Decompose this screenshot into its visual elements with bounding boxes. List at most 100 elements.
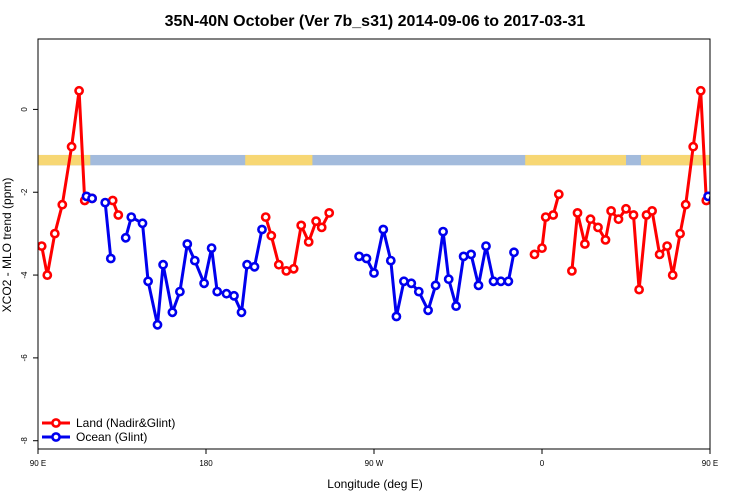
chart-title: 35N-40N October (Ver 7b_s31) 2014-09-06 … — [165, 13, 586, 30]
data-point — [628, 210, 639, 220]
series-line — [727, 203, 733, 259]
data-point — [120, 232, 131, 243]
data-point — [152, 319, 163, 330]
data-point — [324, 207, 335, 218]
data-point — [378, 224, 389, 235]
data-point — [585, 214, 596, 225]
data-point — [229, 290, 239, 301]
data-point — [729, 255, 736, 262]
data-point — [413, 286, 424, 297]
data-point — [311, 216, 321, 227]
legend-label: Ocean (Glint) — [76, 430, 147, 444]
data-point — [509, 247, 519, 258]
data-point — [548, 210, 559, 220]
data-point — [473, 280, 484, 291]
data-point — [105, 253, 116, 264]
x-tick-label: 180 — [199, 459, 213, 468]
land-ocean-band — [38, 154, 710, 166]
data-point — [458, 251, 469, 262]
data-point — [540, 212, 551, 222]
data-point — [273, 259, 284, 270]
data-point — [744, 234, 750, 241]
data-point — [572, 207, 583, 218]
data-point — [675, 228, 685, 239]
data-point — [126, 212, 137, 222]
data-point — [703, 191, 710, 202]
data-point — [613, 214, 624, 225]
data-point — [49, 228, 60, 239]
data-point — [634, 284, 644, 295]
data-point — [537, 243, 547, 253]
data-point — [406, 278, 417, 289]
data-point — [199, 278, 209, 289]
data-point — [680, 199, 691, 210]
data-point — [593, 222, 603, 233]
data-point — [260, 212, 271, 222]
legend-marker — [51, 432, 61, 442]
land-band-segment — [525, 154, 626, 166]
data-point — [621, 203, 631, 214]
series-line — [358, 228, 516, 318]
data-point — [316, 222, 327, 233]
land-band-segment — [245, 154, 313, 166]
data-point — [708, 195, 710, 202]
data-point — [288, 263, 299, 274]
series-line — [570, 89, 710, 292]
data-point — [466, 249, 476, 260]
data-point — [398, 276, 409, 287]
y-tick-label: 0 — [20, 107, 29, 112]
data-point — [42, 270, 53, 280]
legend-marker — [51, 418, 61, 428]
plot-frame — [37, 38, 711, 450]
data-point — [423, 305, 433, 316]
data-point — [438, 226, 448, 237]
data-point — [66, 141, 77, 152]
data-point — [266, 230, 277, 241]
data-point — [212, 286, 223, 297]
land-band-segment — [38, 154, 91, 166]
data-point — [100, 197, 111, 208]
series-line — [40, 89, 93, 277]
data-point — [74, 85, 84, 96]
series-line — [734, 201, 740, 216]
data-point — [688, 141, 699, 152]
data-point — [38, 241, 47, 251]
legend: Land (Nadir&Glint)Ocean (Glint) — [42, 416, 175, 444]
y-tick-label: -4 — [20, 271, 29, 279]
data-point — [296, 220, 307, 231]
data-point — [495, 276, 506, 287]
y-axis-label: XCO2 - MLO trend (ppm) — [0, 178, 14, 313]
axis-layer: 90 E 180 90 W 0 90 E 0 -2 -4 -6 -8 — [20, 38, 718, 468]
x-tick-label: 90 E — [30, 459, 46, 468]
data-point — [206, 243, 217, 253]
data-point — [443, 274, 454, 285]
data-point — [189, 255, 200, 266]
series-ocean — [81, 191, 750, 330]
data-point — [391, 311, 402, 322]
data-point — [723, 199, 730, 206]
data-point — [87, 193, 97, 204]
legend-label: Land (Nadir&Glint) — [76, 416, 175, 430]
land-band-segment — [640, 154, 710, 166]
y-tick-label: -2 — [20, 188, 29, 196]
x-tick-label: 0 — [540, 459, 545, 468]
data-point — [695, 85, 706, 96]
data-point — [257, 224, 267, 235]
x-axis-label: Longitude (deg E) — [327, 477, 422, 491]
data-point — [57, 199, 68, 210]
data-point — [606, 205, 616, 216]
data-point — [654, 249, 665, 260]
data-point — [385, 255, 396, 266]
data-point — [529, 249, 540, 260]
data-point — [567, 265, 577, 276]
data-point — [580, 239, 590, 249]
x-tick-label: 90 W — [365, 459, 384, 468]
data-point — [174, 286, 185, 297]
y-tick-label: -8 — [20, 437, 29, 445]
data-point — [143, 276, 153, 287]
data-point — [736, 211, 743, 218]
data-point — [667, 270, 678, 280]
series-layer — [38, 85, 750, 330]
data-point — [600, 234, 611, 245]
